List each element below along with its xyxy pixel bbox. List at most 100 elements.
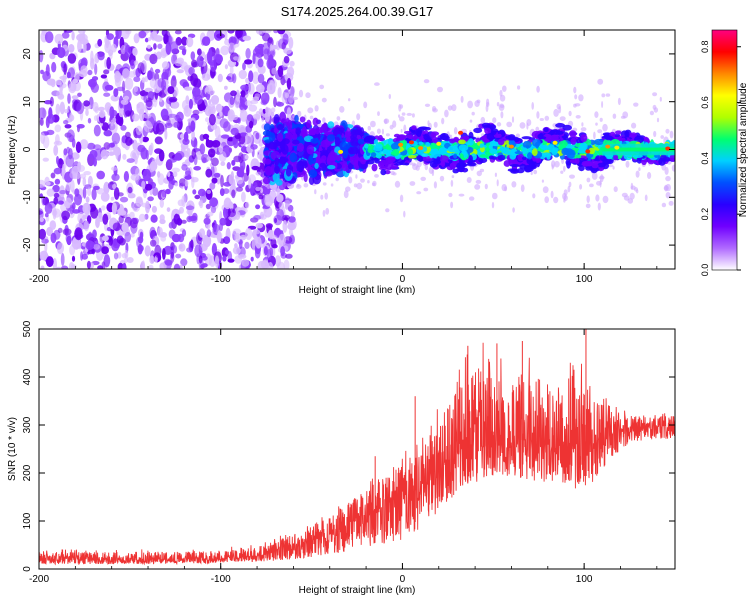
heatmap-cell [622,111,629,119]
colorbar-tick-label: 0.0 [700,264,710,277]
heatmap-cell [521,156,527,161]
heatmap-cell [567,185,571,193]
heatmap-cell [149,78,156,89]
heatmap-cell [190,215,198,223]
heatmap-cell [649,110,655,116]
heatmap-cell [229,65,234,75]
y-tick-label: 20 [22,48,33,60]
heatmap-cell [363,101,368,109]
heatmap-cell [501,184,507,192]
heatmap-cell [360,178,365,183]
heatmap-cell [238,69,247,80]
heatmap-cell [404,162,410,166]
heatmap-cell [403,130,412,135]
heatmap-cell [244,241,250,249]
heatmap-cell [234,243,238,249]
heatmap-cell [423,187,429,192]
heatmap-cell [408,148,413,156]
heatmap-cell [197,188,206,197]
heatmap-cell [39,250,48,261]
heatmap-cell [217,73,223,83]
heatmap-cell [322,182,327,186]
heatmap-cell [82,41,87,54]
heatmap-cell [270,44,278,50]
heatmap-cell [192,86,201,98]
heatmap-cell [367,180,370,184]
heatmap-cell [82,202,91,215]
heatmap-cell [491,156,497,160]
heatmap-cell [653,107,659,113]
y-tick-label: -10 [22,190,33,205]
heatmap-cell [601,101,604,108]
heatmap-cell [67,53,77,64]
heatmap-cell [163,245,173,255]
heatmap-cell [203,217,211,225]
heatmap-cell [111,43,117,53]
heatmap-cell [260,88,264,93]
heatmap-cell [595,122,598,126]
heatmap-cell [186,247,194,253]
heatmap-cell [236,30,241,39]
heatmap-cell [139,231,144,240]
heatmap-cell [471,111,475,116]
heatmap-cell [96,187,105,195]
heatmap-cell [427,120,430,126]
heatmap-cell [257,58,264,68]
heatmap-cell [138,30,147,39]
heatmap-cell [447,145,458,153]
heatmap-cell [46,188,55,197]
heatmap-peak [398,142,404,147]
heatmap-cell [59,75,68,80]
heatmap-cell [91,76,99,81]
heatmap-cell [239,165,245,178]
heatmap-cell [144,87,153,93]
heatmap-cell [492,117,497,124]
heatmap-cell [500,111,504,119]
heatmap-cell [430,131,439,136]
heatmap-cell [400,128,403,133]
heatmap-cell [150,214,158,223]
heatmap-cell [170,251,175,263]
heatmap-cell [407,155,417,159]
heatmap-cell [401,112,406,116]
heatmap-cell [579,184,583,190]
heatmap-cell [486,102,490,107]
heatmap-cell [257,73,265,84]
heatmap-cell [165,188,171,195]
heatmap-cell [201,36,211,46]
heatmap-cell [228,173,234,185]
heatmap-cell [205,140,215,148]
colorbar: 0.00.20.40.60.8 Normalized spectral ampl… [700,29,749,277]
heatmap-cell [252,52,256,65]
heatmap-cell [319,84,325,90]
heatmap-cell [154,136,163,145]
heatmap-cell [531,102,534,110]
heatmap-cell [270,150,281,161]
heatmap-cell [121,222,129,233]
heatmap-cell [631,122,637,129]
x-tick-label: 100 [576,274,593,285]
heatmap-cell [83,171,91,176]
heatmap-cell [378,135,383,141]
heatmap-cell [494,172,497,177]
heatmap-cell [240,146,248,153]
heatmap-cell [276,208,285,221]
heatmap-cell [206,229,212,238]
heatmap-cell [132,113,140,122]
heatmap-cell [111,132,121,145]
heatmap-cell [512,207,515,213]
heatmap-cell [263,123,271,132]
heatmap-cell [253,229,260,235]
heatmap-cell [101,261,106,269]
heatmap-cell [201,51,205,57]
heatmap-cell [191,148,197,160]
heatmap-cell [149,161,158,171]
heatmap-cell [476,170,482,177]
heatmap-cell [206,189,212,194]
heatmap-cell [180,133,185,139]
y-tick-label: 200 [22,464,33,481]
heatmap-cell [424,103,431,108]
spectrogram-x-axis: -200 -100 0 100 [29,30,658,285]
heatmap-cell [60,253,65,266]
heatmap-cell [46,129,55,136]
